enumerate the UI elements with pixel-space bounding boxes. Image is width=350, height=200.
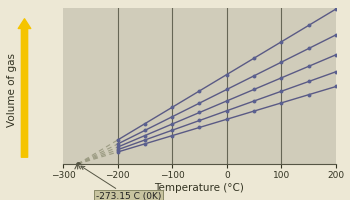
Text: Volume of gas: Volume of gas bbox=[7, 53, 17, 127]
Text: -273.15 C (0K): -273.15 C (0K) bbox=[81, 166, 161, 200]
X-axis label: Temperature (°C): Temperature (°C) bbox=[155, 183, 244, 193]
